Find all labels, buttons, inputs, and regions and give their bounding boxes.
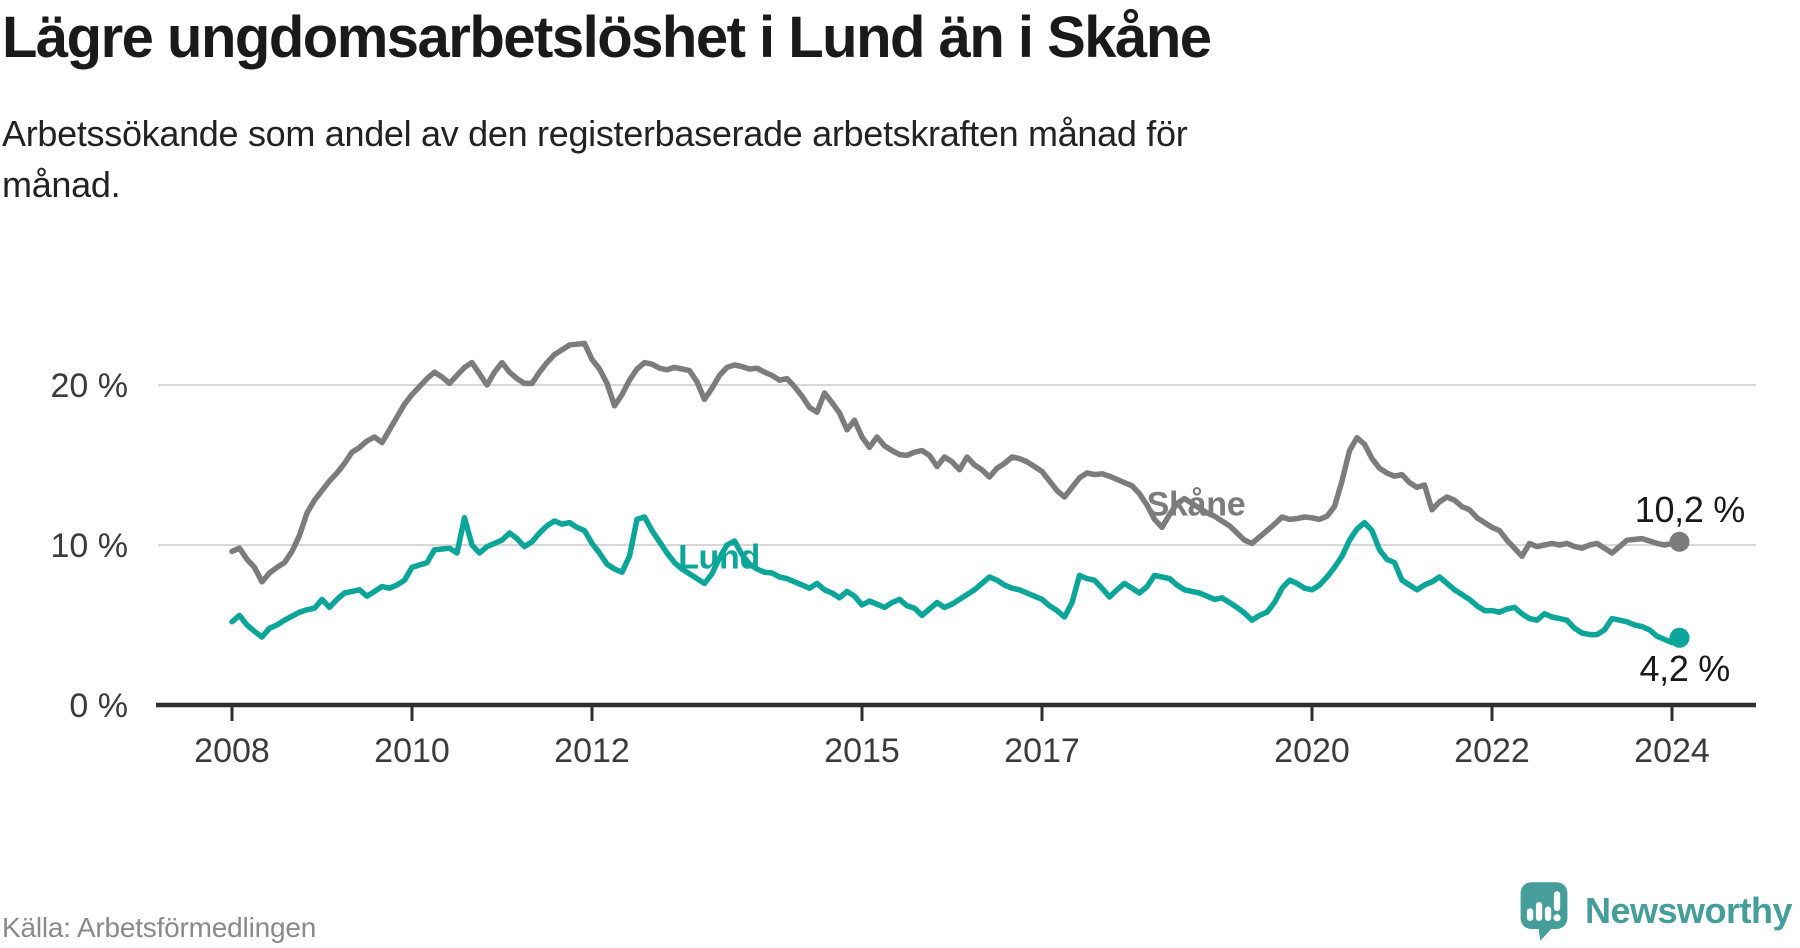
newsworthy-wordmark: Newsworthy <box>1584 890 1793 931</box>
newsworthy-bubble-chart-icon <box>1520 882 1568 941</box>
series-label-skane: Skåne <box>1146 485 1246 524</box>
endpoint-dot-lund <box>1669 627 1690 648</box>
x-tick-label-2022: 2022 <box>1454 732 1530 770</box>
line-skåne <box>229 340 1683 585</box>
y-tick-label-0: 0 % <box>69 687 128 725</box>
source-note: Källa: Arbetsförmedlingen <box>2 912 317 943</box>
chart-subtitle-line2: månad. <box>2 164 121 206</box>
chart-title: Lägre ungdomsarbetslöshet i Lund än i Sk… <box>2 5 1212 70</box>
newsworthy-logo: Newsworthy <box>1517 880 1793 942</box>
x-tick-label-2024: 2024 <box>1634 732 1710 770</box>
line-lund <box>229 514 1683 646</box>
x-tick-label-2010: 2010 <box>374 732 450 770</box>
series-label-lund: Lund <box>678 538 760 577</box>
x-tick-label-2020: 2020 <box>1274 732 1350 770</box>
x-tick-label-2008: 2008 <box>194 732 270 770</box>
y-tick-label-20: 20 % <box>51 367 129 405</box>
chart-subtitle-line1: Arbetssökande som andel av den registerb… <box>2 113 1188 154</box>
end-value-label-lund: 4,2 % <box>1639 648 1730 689</box>
x-tick-label-2012: 2012 <box>554 732 630 770</box>
x-tick-label-2017: 2017 <box>1004 732 1080 770</box>
end-value-label-skane: 10,2 % <box>1634 489 1746 530</box>
chart-subtitle: Arbetssökande som andel av den registerb… <box>2 108 1522 210</box>
x-tick-label-2015: 2015 <box>824 732 900 770</box>
endpoint-dot-skåne <box>1669 531 1690 552</box>
y-tick-label-10: 10 % <box>51 527 129 565</box>
